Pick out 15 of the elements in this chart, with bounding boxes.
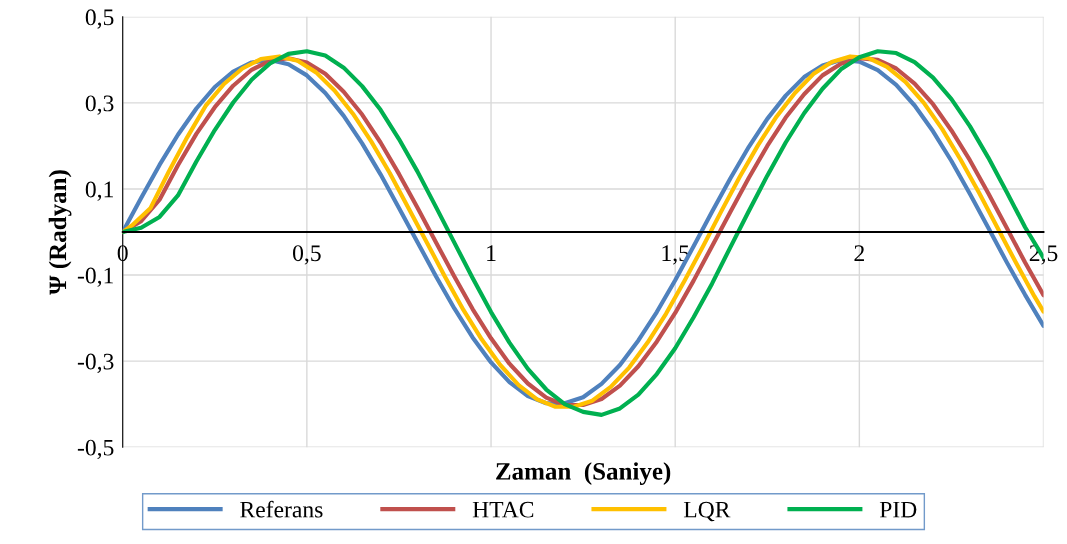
legend-label: HTAC — [472, 501, 534, 518]
legend-label: PID — [879, 501, 917, 518]
x-tick-label: 2 — [854, 245, 864, 261]
y-tick-label: -0,1 — [77, 267, 113, 287]
x-tick-label: 0,5 — [293, 245, 321, 265]
y-tick-label: 0,3 — [85, 95, 114, 115]
y-tick-label: 0,5 — [85, 9, 114, 29]
y-tick-label: 0,1 — [85, 181, 113, 201]
legend-label: Referans — [240, 500, 323, 518]
legend-label: LQR — [683, 501, 731, 522]
y-tick-label: -0,3 — [77, 353, 114, 373]
x-tick-label: 1 — [487, 245, 496, 261]
x-axis-title: Zaman (Saniye) — [496, 462, 671, 485]
y-axis-title: Ψ (Radyan) — [48, 170, 72, 295]
y-tick-label: -0,5 — [77, 439, 114, 459]
